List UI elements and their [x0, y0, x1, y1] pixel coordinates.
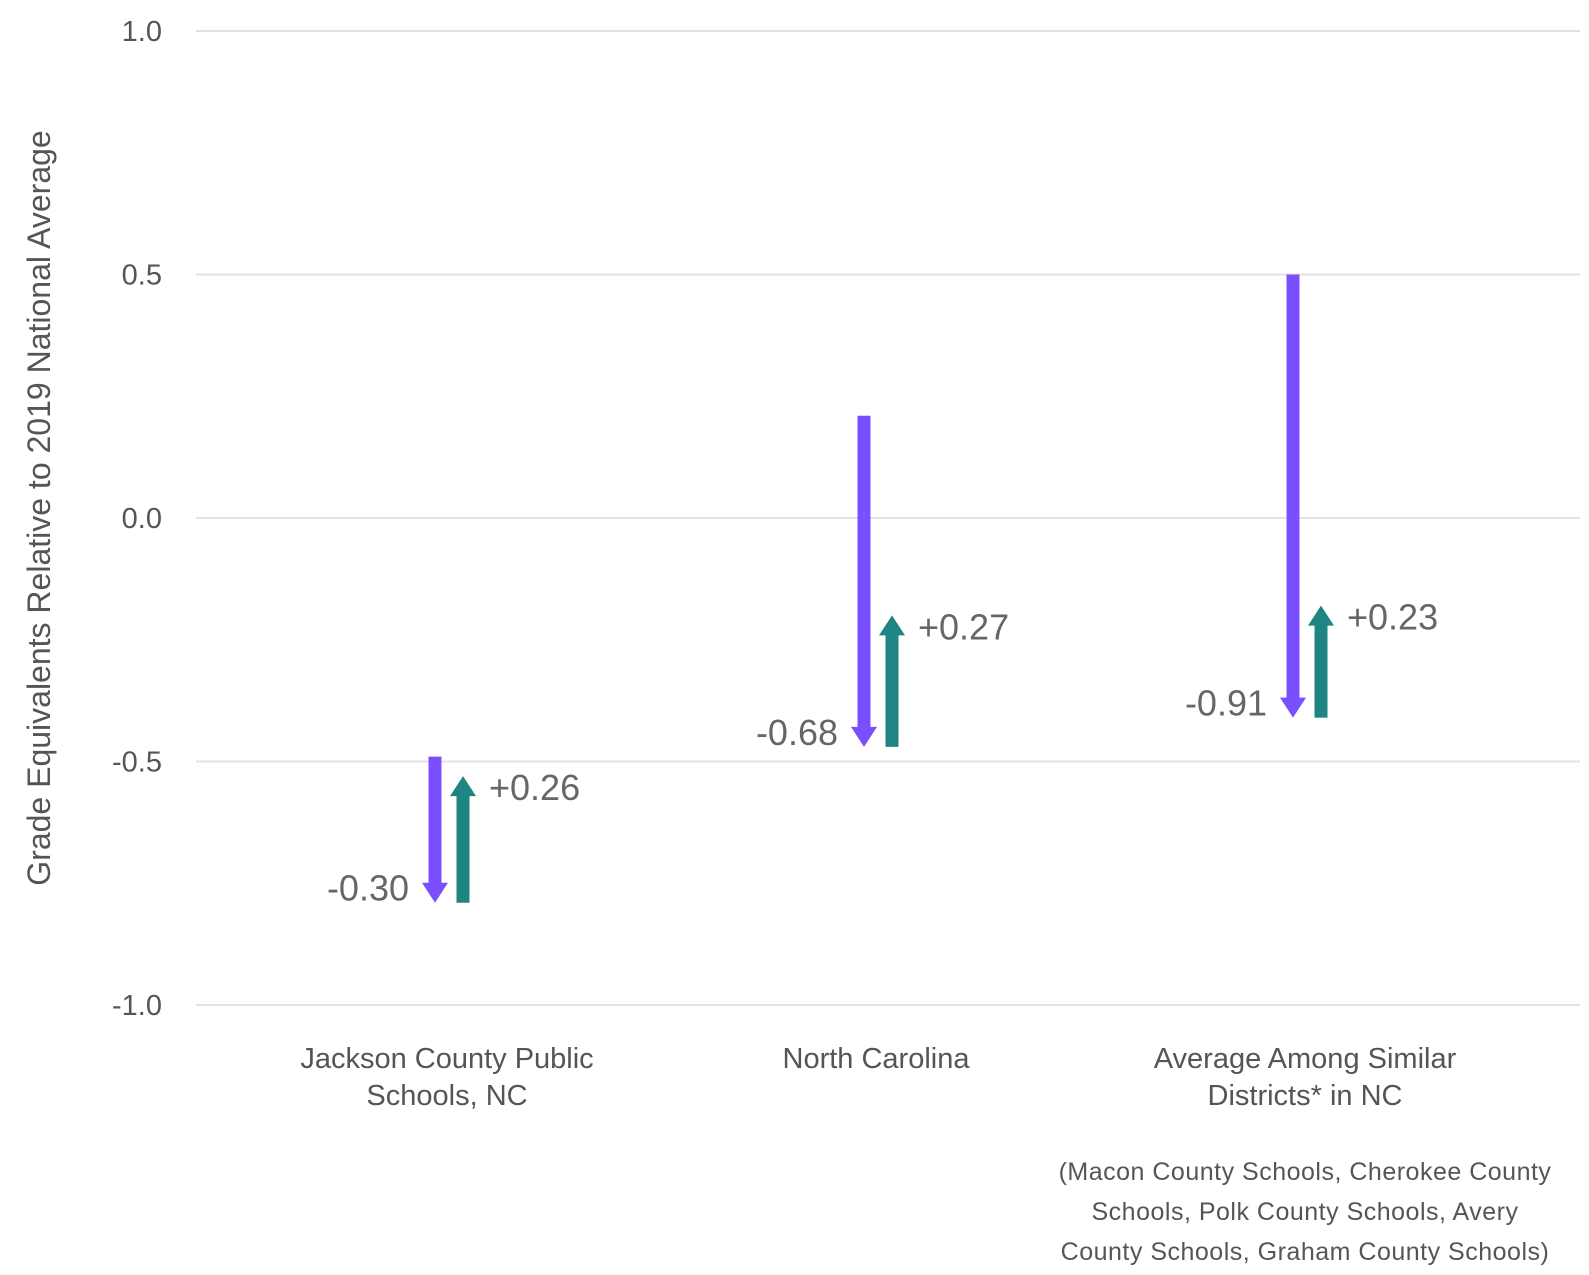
- y-tick-label: 0.0: [122, 503, 162, 535]
- decline-value-label: -0.91: [1185, 683, 1267, 724]
- decline-arrow: [422, 756, 448, 903]
- grid-layer: [196, 30, 1580, 1006]
- recovery-arrow-shaft: [456, 795, 470, 903]
- recovery-arrow-shaft: [885, 634, 899, 747]
- category-label: North Carolina: [783, 1043, 971, 1075]
- decline-arrow-head: [1280, 697, 1306, 718]
- y-tick-label: -0.5: [112, 747, 162, 779]
- decline-value-label: -0.30: [327, 868, 409, 909]
- recovery-arrow: [1308, 605, 1334, 718]
- recovery-value-label: +0.27: [918, 606, 1009, 647]
- decline-arrow-head: [851, 726, 877, 747]
- recovery-value-label: +0.26: [489, 767, 580, 808]
- decline-arrow-head: [422, 882, 448, 903]
- decline-arrow-shaft: [857, 415, 871, 728]
- decline-value-label: -0.68: [756, 712, 838, 753]
- arrows-layer: [422, 274, 1334, 903]
- recovery-arrow-head: [879, 615, 905, 636]
- recovery-value-label: +0.23: [1347, 597, 1438, 638]
- recovery-arrow-head: [450, 776, 476, 797]
- category-label: Average Among Similar: [1154, 1043, 1457, 1075]
- category-label: Schools, NC: [366, 1080, 527, 1112]
- y-tick-labels: 1.0 0.5 0.0 -0.5 -1.0: [112, 16, 162, 1022]
- value-labels-layer: -0.30 +0.26 -0.68 +0.27 -0.91 +0.23: [327, 597, 1438, 909]
- y-tick-label: 0.5: [122, 260, 162, 292]
- category-note: County Schools, Graham County Schools): [1061, 1238, 1550, 1266]
- category-note: (Macon County Schools, Cherokee County: [1059, 1158, 1552, 1186]
- y-axis-title: Grade Equivalents Relative to 2019 Natio…: [21, 130, 57, 885]
- recovery-arrow-head: [1308, 605, 1334, 626]
- recovery-arrow: [879, 615, 905, 747]
- decline-arrow-shaft: [428, 756, 442, 884]
- recovery-arrow-shaft: [1314, 624, 1328, 718]
- recovery-arrow: [450, 776, 476, 903]
- decline-arrow: [1280, 274, 1306, 718]
- category-note: Schools, Polk County Schools, Avery: [1092, 1198, 1519, 1226]
- decline-arrow: [851, 415, 877, 747]
- y-tick-label: -1.0: [112, 990, 162, 1022]
- category-label: Districts* in NC: [1208, 1080, 1403, 1112]
- category-label: Jackson County Public: [300, 1043, 593, 1075]
- category-labels-layer: Jackson County Public Schools, NC North Ca…: [300, 1043, 1551, 1266]
- y-tick-label: 1.0: [122, 16, 162, 48]
- decline-arrow-shaft: [1286, 274, 1300, 699]
